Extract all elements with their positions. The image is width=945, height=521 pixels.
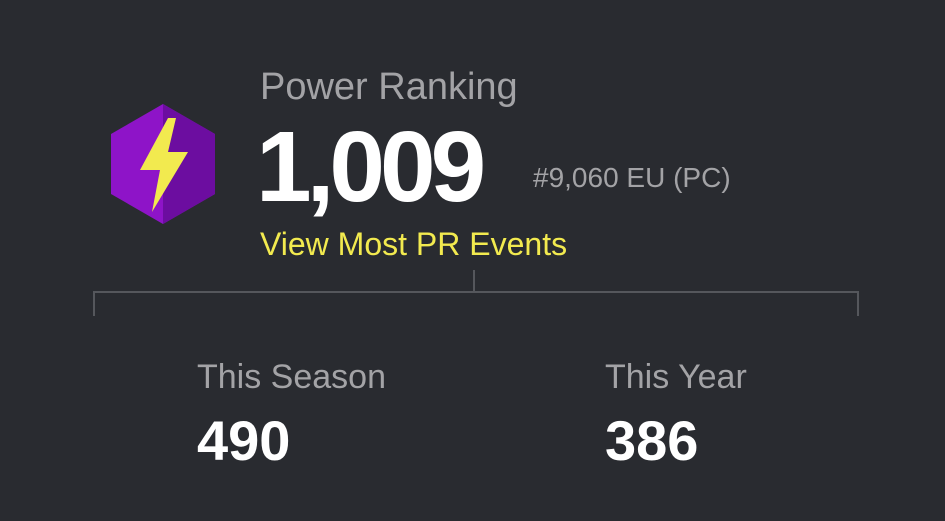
label: Power Ranking (260, 66, 518, 108)
stat-label: This Year (605, 358, 747, 396)
lightning-icon (140, 118, 188, 212)
stat-label: This Season (197, 358, 386, 396)
power-ranking-value: 1,009 (256, 111, 486, 223)
rank: #9,060 EU (PC) (533, 162, 731, 193)
badge-shade (163, 104, 215, 224)
stat-value: 490 (197, 409, 291, 472)
events-link[interactable]: View Most PR Events (260, 226, 568, 262)
bracket (93, 270, 859, 316)
stat-value: 386 (605, 409, 699, 472)
